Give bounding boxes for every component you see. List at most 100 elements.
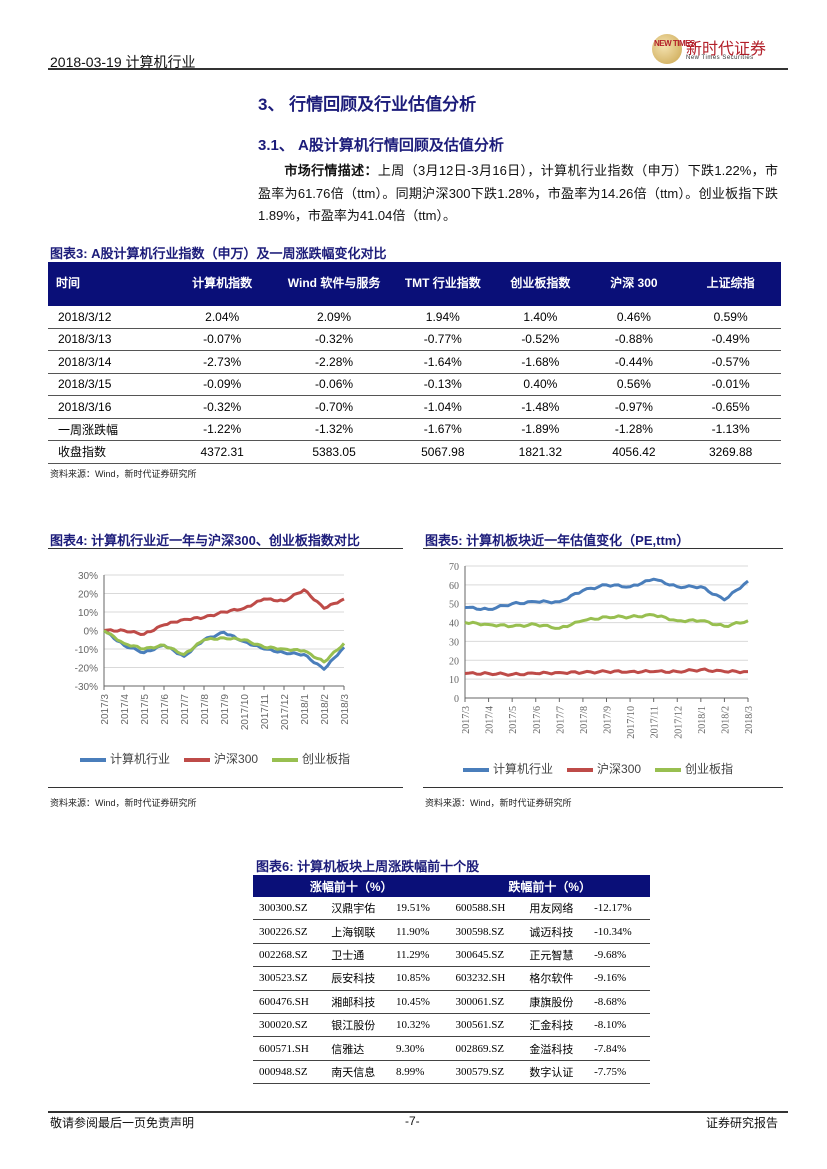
legend-swatch-icon — [80, 757, 106, 762]
table6-cell: -9.16% — [588, 966, 650, 991]
table-row: 600571.SH 信雅达 9.30% 002869.SZ 金溢科技 -7.84% — [253, 1036, 650, 1061]
x-tick-label: 2017/6 — [160, 694, 171, 725]
table3-cell: -0.32% — [275, 328, 393, 351]
legend-swatch-icon — [463, 767, 489, 772]
table3-cell: -0.57% — [680, 350, 781, 374]
table6-cell: 10.45% — [389, 990, 450, 1014]
legend-swatch-icon — [272, 757, 299, 762]
x-tick-label: 2018/1 — [697, 706, 708, 734]
series-line — [103, 629, 346, 671]
table6-cell: 10.32% — [389, 1013, 450, 1038]
legend-label: 沪深300 — [214, 752, 259, 766]
x-tick-label: 2017/4 — [120, 694, 131, 725]
table3-caption: 图表3: A股计算机行业指数（申万）及一周涨跌幅变化对比 — [50, 246, 387, 261]
x-tick-label: 2018/3 — [744, 706, 755, 734]
section-heading: 3、 行情回顾及行业估值分析 — [258, 95, 477, 114]
legend-swatch-icon — [655, 767, 682, 772]
para-label: 市场行情描述： — [284, 163, 378, 178]
table3-cell: -0.09% — [168, 373, 276, 396]
x-tick-label: 2018/1 — [300, 694, 311, 725]
x-tick-label: 2017/10 — [626, 706, 637, 739]
header-divider — [48, 68, 788, 70]
series-line — [103, 588, 345, 636]
gainers-header: 涨幅前十（%） — [253, 875, 450, 897]
table3-header-cell: 上证综指 — [680, 262, 781, 306]
table3-cell: 2018/3/15 — [48, 373, 169, 396]
table3-cell: 2.09% — [275, 304, 393, 329]
table6-cell: -10.34% — [588, 919, 650, 944]
table-row: 300020.SZ 银江股份 10.32% 300561.SZ 汇金科技 -8.10% — [253, 1013, 650, 1038]
table3-cell: 2018/3/16 — [48, 395, 169, 419]
table-row: 2018/3/12 2.04% 2.09% 1.94% 1.40% 0.46% 0.59% — [48, 304, 781, 329]
header-date-industry: 2018-03-19 计算机行业 — [50, 54, 196, 70]
x-tick-label: 2017/7 — [555, 706, 566, 734]
table3-cell: -2.73% — [168, 350, 276, 374]
x-tick-label: 2017/8 — [200, 694, 211, 725]
table3-cell: 3269.88 — [680, 440, 781, 464]
y-tick-label: 30% — [78, 571, 98, 582]
table6-cell: -12.17% — [588, 897, 650, 921]
table3-cell: -1.32% — [275, 418, 393, 441]
table6-cell: 002268.SZ — [253, 943, 326, 968]
table6-cell: 300226.SZ — [253, 919, 326, 944]
chart5-legend: 计算机行业 沪深300 创业板指 — [463, 760, 733, 777]
brand-logo: NEW TIMES 新时代证券 New Times Securities — [652, 34, 792, 66]
y-tick-label: -30% — [75, 682, 98, 693]
legend-label: 创业板指 — [685, 762, 734, 776]
table6-cell: 600571.SH — [253, 1036, 326, 1061]
logo-mark: NEW TIMES — [654, 39, 695, 48]
table6-cell: 300561.SZ — [449, 1013, 524, 1038]
table3-cell: -0.06% — [275, 373, 393, 396]
table3-cell: -0.77% — [392, 328, 494, 351]
series-line — [464, 613, 749, 630]
table6-cell: 300061.SZ — [449, 990, 524, 1014]
table-row: 2018/3/16 -0.32% -0.70% -1.04% -1.48% -0.97% -… — [48, 395, 781, 419]
y-tick-label: 10% — [78, 608, 98, 619]
table3-cell: 2018/3/14 — [48, 350, 169, 374]
x-tick-label: 2017/12 — [673, 706, 684, 739]
x-tick-label: 2018/2 — [320, 694, 331, 725]
table-row: 一周涨跌幅 -1.22% -1.32% -1.67% -1.89% -1.28% -1.13… — [48, 418, 781, 441]
y-tick-label: 60 — [449, 581, 459, 592]
table6-cell: 300523.SZ — [253, 966, 326, 991]
table3-cell: 2.04% — [168, 304, 276, 329]
table3-cell: 一周涨跌幅 — [48, 418, 169, 441]
table6-caption: 图表6: 计算机板块上周涨跌幅前十个股 — [256, 859, 480, 874]
table6-cell: 11.29% — [389, 943, 450, 968]
footer-report-type: 证券研究报告 — [706, 1116, 779, 1130]
table6-cell: -8.68% — [588, 990, 650, 1014]
table6-cell: -7.75% — [588, 1060, 650, 1085]
y-tick-label: 20% — [78, 590, 98, 601]
table3-header-cell: 计算机指数 — [168, 262, 276, 306]
y-tick-label: -10% — [75, 645, 98, 656]
x-tick-label: 2017/9 — [603, 706, 614, 734]
chart4-source: 资料来源：Wind，新时代证券研究所 — [50, 798, 197, 808]
table3-cell: -1.28% — [587, 418, 681, 441]
legend-item: 创业板指 — [272, 750, 350, 767]
table6-cell: 南天信息 — [325, 1060, 390, 1085]
table3-header-cell: TMT 行业指数 — [392, 262, 494, 306]
x-tick-label: 2018/3 — [340, 694, 351, 725]
legend-label: 沪深300 — [597, 762, 642, 776]
market-description: 市场行情描述：上周（3月12日-3月16日），计算机行业指数（申万）下跌1.22… — [258, 160, 778, 228]
table6-cell: 用友网络 — [523, 897, 589, 921]
logo-emblem-icon — [652, 34, 682, 64]
chart4-caption-divider — [48, 548, 403, 549]
x-tick-label: 2017/10 — [240, 694, 251, 731]
legend-label: 计算机行业 — [110, 752, 171, 766]
table3-cell: -0.07% — [168, 328, 276, 351]
table3-cell: -1.13% — [680, 418, 781, 441]
table6-cell: 10.85% — [389, 966, 450, 991]
table-row: 600476.SH 湘邮科技 10.45% 300061.SZ 康旗股份 -8.68% — [253, 990, 650, 1014]
table-row: 300300.SZ 汉鼎宇佑 19.51% 600588.SH 用友网络 -12.17% — [253, 897, 650, 921]
table6-cell: 格尔软件 — [523, 966, 589, 991]
subsection-heading: 3.1、 A股计算机行情回顾及估值分析 — [258, 137, 504, 154]
table3-cell: -1.67% — [392, 418, 494, 441]
logo-en: New Times Securities — [686, 55, 754, 61]
table3-header-cell: 沪深 300 — [587, 262, 681, 306]
table6-cell: 9.30% — [389, 1036, 450, 1061]
table6-cell: -9.68% — [588, 943, 650, 968]
table6-cell: 上海钢联 — [325, 919, 390, 944]
legend-item: 计算机行业 — [80, 750, 170, 767]
